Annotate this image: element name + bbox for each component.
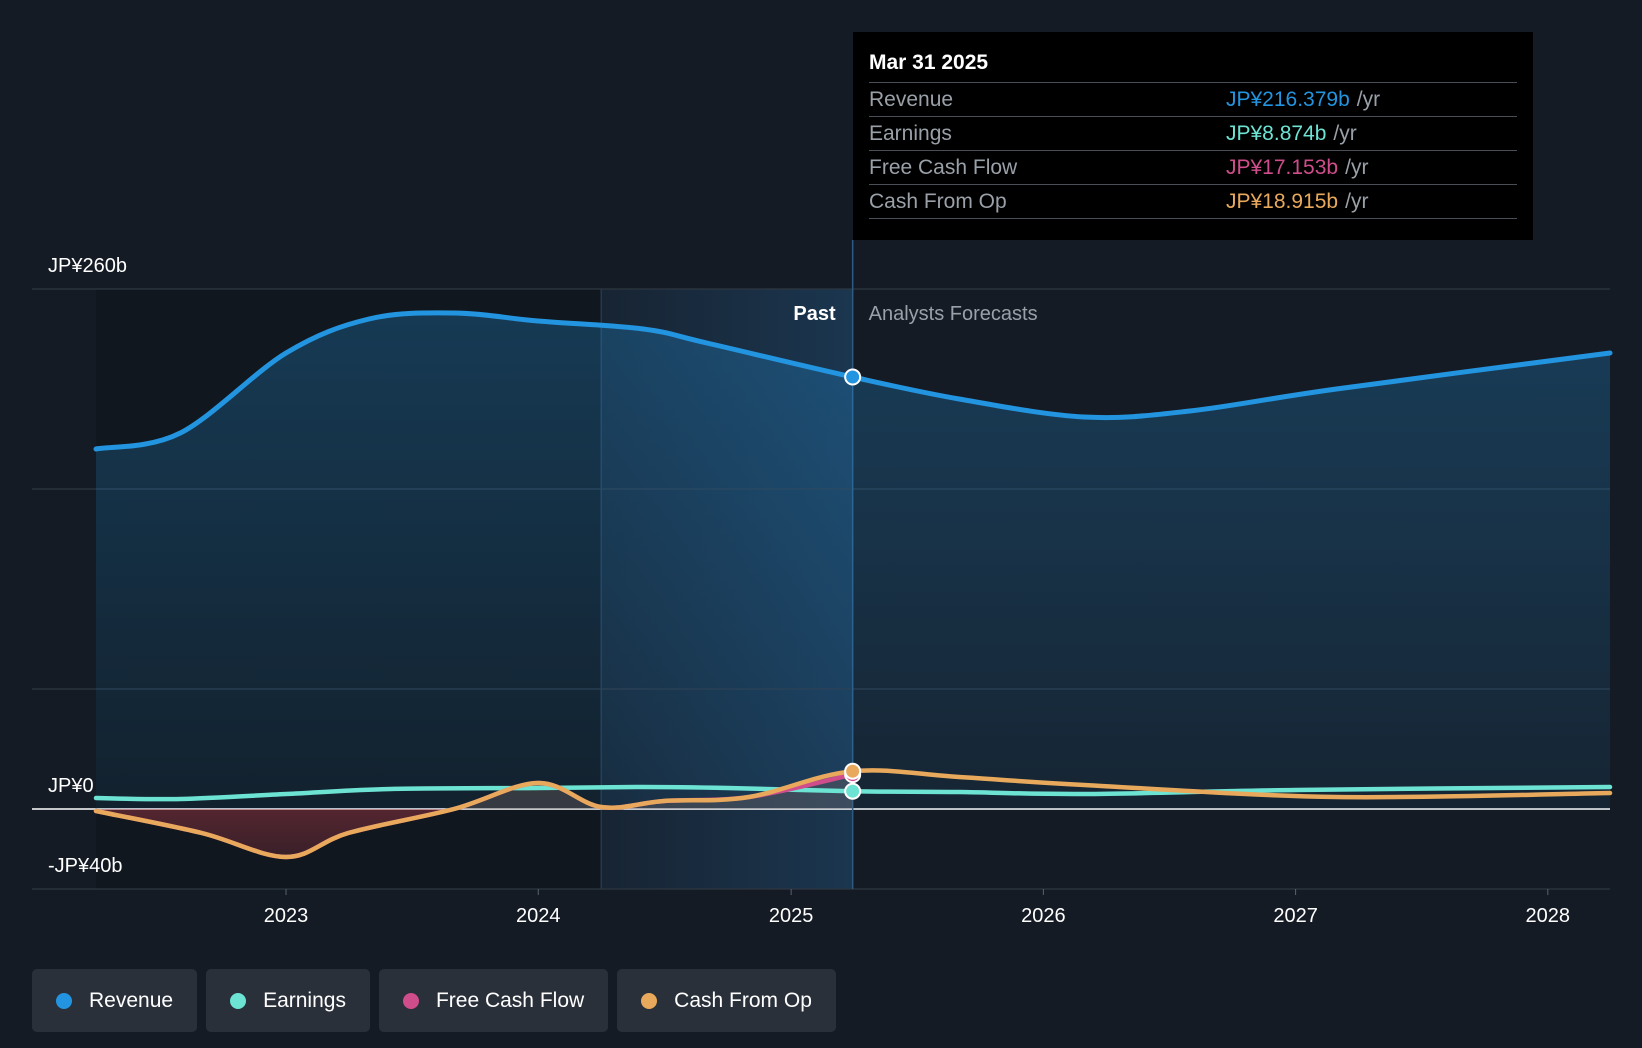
chart: JP¥260b JP¥0 -JP¥40b 2023 2024 2025 2026 2027 20…: [32, 240, 1613, 927]
series-line-cash-from-op: [93, 768, 1613, 860]
legend-label: Earnings: [263, 988, 346, 1012]
y-tick-label: -JP¥40b: [48, 855, 123, 877]
tooltip-unit: /yr: [1345, 155, 1369, 179]
marker-earnings: [844, 782, 862, 800]
tooltip-value: JP¥17.153b: [1226, 155, 1339, 179]
marker-cash-from-op: [844, 762, 862, 780]
x-tick-label: 2026: [1021, 905, 1066, 927]
legend-item-revenue[interactable]: Revenue: [32, 969, 198, 1032]
legend-item-free-cash-flow[interactable]: Free Cash Flow: [378, 969, 609, 1032]
tooltip-unit: /yr: [1333, 121, 1357, 145]
positive-cash-area: [96, 771, 853, 809]
forecast-label: Analysts Forecasts: [869, 303, 1038, 325]
tooltip-value: JP¥8.874b: [1226, 121, 1327, 145]
earnings-dot-icon: [230, 992, 247, 1009]
revenue-area: [96, 312, 1610, 809]
past-label: Past: [793, 303, 836, 325]
marker-revenue: [844, 368, 862, 386]
negative-cash-area: [96, 809, 1610, 857]
tooltip: Mar 31 2025 Revenue JP¥216.379b /yr Earn…: [853, 32, 1533, 240]
cash-from-op-dot-icon: [641, 992, 658, 1009]
tooltip-label: Revenue: [869, 87, 954, 111]
legend-label: Cash From Op: [674, 988, 812, 1012]
x-tick-label: 2025: [769, 905, 814, 927]
free-cash-flow-dot-icon: [402, 992, 419, 1009]
tooltip-value: JP¥216.379b: [1226, 87, 1350, 111]
revenue-dot-icon: [56, 992, 72, 1009]
tooltip-date: Mar 31 2025: [869, 51, 989, 74]
tooltip-label: Free Cash Flow: [869, 155, 1018, 179]
legend: Revenue Earnings Free Cash Flow Cash Fro…: [32, 969, 836, 1032]
tooltip-row-earnings: Earnings JP¥8.874b /yr: [869, 116, 1517, 150]
x-tick-label: 2027: [1273, 905, 1318, 927]
tooltip-row-cash-from-op: Cash From Op JP¥18.915b /yr: [869, 184, 1517, 219]
y-tick-label: JP¥0: [48, 775, 94, 797]
tooltip-unit: /yr: [1356, 87, 1381, 111]
legend-item-cash-from-op[interactable]: Cash From Op: [617, 969, 836, 1032]
legend-label: Revenue: [89, 988, 174, 1012]
legend-label: Free Cash Flow: [435, 988, 585, 1012]
series-line-revenue: [93, 310, 1613, 452]
tooltip-label: Earnings: [869, 121, 952, 145]
x-tick-label: 2028: [1526, 905, 1571, 927]
x-tick-label: 2024: [516, 905, 561, 927]
tooltip-value: JP¥18.915b: [1226, 189, 1339, 213]
y-tick-label: JP¥260b: [48, 255, 127, 277]
x-tick-label: 2023: [264, 905, 309, 927]
tooltip-label: Cash From Op: [869, 189, 1007, 213]
legend-item-earnings[interactable]: Earnings: [206, 969, 370, 1032]
tooltip-unit: /yr: [1345, 189, 1369, 213]
tooltip-row-free-cash-flow: Free Cash Flow JP¥17.153b /yr: [869, 150, 1517, 184]
tooltip-row-revenue: Revenue JP¥216.379b /yr: [869, 82, 1517, 116]
